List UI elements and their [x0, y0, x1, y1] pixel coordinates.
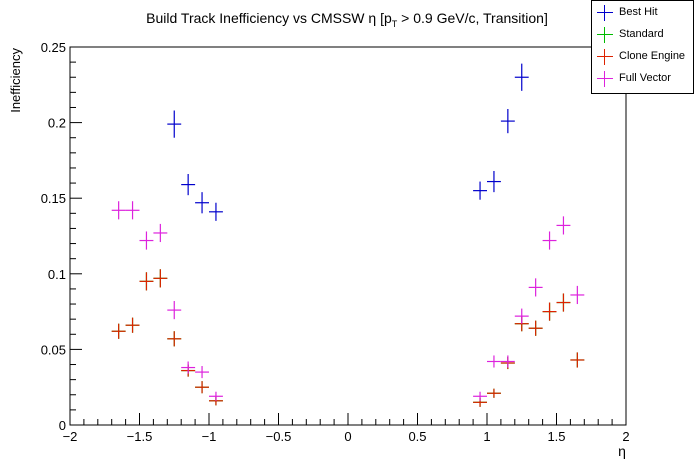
data-point [542, 231, 557, 250]
legend-marker [597, 71, 613, 87]
data-point [556, 293, 571, 312]
data-point [542, 302, 557, 321]
chart-title-subscript: T [392, 19, 398, 29]
data-point [195, 192, 209, 214]
data-point [528, 320, 543, 336]
data-point [195, 366, 209, 379]
legend-label: Clone Engine [619, 50, 686, 62]
data-point [514, 63, 529, 91]
data-point [111, 323, 126, 339]
data-point [181, 361, 196, 374]
legend-label: Best Hit [619, 6, 658, 18]
legend-entry: Full Vector [592, 69, 693, 89]
data-point [153, 269, 168, 288]
data-point [125, 201, 140, 220]
x-tick-label: −2 [63, 429, 78, 444]
data-point [556, 216, 571, 235]
x-tick-label: 0 [344, 429, 351, 444]
data-point [570, 285, 585, 305]
data-point [473, 181, 487, 200]
y-tick-label: 0.05 [41, 342, 66, 357]
legend: Best Hit Standard Clone Engine Full Vector [591, 0, 694, 94]
series-standard [111, 269, 585, 407]
x-tick-label: 0.5 [408, 429, 426, 444]
series-best-hit [167, 63, 529, 221]
x-axis-label: η [618, 443, 626, 459]
data-point [487, 355, 501, 368]
data-point [487, 170, 501, 193]
legend-marker [597, 49, 613, 65]
data-point [111, 201, 126, 220]
legend-marker [597, 27, 613, 43]
data-point [500, 108, 515, 134]
x-tick-label: 2 [622, 429, 629, 444]
y-tick-label: 0.15 [41, 191, 66, 206]
data-point [209, 202, 223, 221]
chart-title-rest: > 0.9 GeV/c, Transition] [397, 10, 548, 26]
plot-frame [69, 46, 627, 426]
series-full-vector [111, 201, 585, 401]
data-point [473, 391, 487, 401]
data-point [167, 301, 182, 320]
data-point [139, 231, 154, 250]
x-tick-label: 1.5 [547, 429, 565, 444]
data-point [167, 110, 182, 138]
x-tick-label: 1 [483, 429, 490, 444]
legend-label: Full Vector [619, 72, 671, 84]
legend-entry: Best Hit [592, 3, 693, 23]
chart-title-main: Build Track Inefficiency vs CMSSW η [p [146, 10, 392, 26]
legend-label: Standard [619, 28, 664, 40]
data-point [167, 331, 182, 347]
legend-entry: Standard [592, 25, 693, 45]
legend-entry: Clone Engine [592, 47, 693, 67]
y-axis: 0 0.05 0.1 0.15 0.2 0.25 [41, 40, 82, 433]
data-point [209, 391, 223, 401]
data-point [125, 317, 140, 333]
data-point [181, 174, 196, 196]
data-point [487, 388, 501, 398]
y-tick-label: 0.1 [48, 267, 66, 282]
data-point [528, 278, 543, 297]
x-tick-label: −1 [202, 429, 217, 444]
y-axis-label: Inefficiency [8, 48, 23, 113]
data-point [139, 272, 154, 291]
y-tick-label: 0 [59, 418, 66, 433]
x-tick-label: −1.5 [127, 429, 153, 444]
data-point [153, 223, 168, 243]
data-point [500, 355, 515, 368]
data-point [195, 381, 209, 394]
legend-marker [597, 5, 613, 21]
chart-title: Build Track Inefficiency vs CMSSW η [pT … [146, 10, 548, 29]
data-point [514, 308, 529, 324]
x-axis: −2 −1.5 −1 −0.5 0 0.5 1 1.5 2 [63, 413, 630, 444]
y-tick-label: 0.2 [48, 116, 66, 131]
x-tick-label: −0.5 [266, 429, 292, 444]
y-tick-label: 0.25 [41, 40, 66, 55]
series-clone-engine [111, 269, 585, 407]
series-layer [111, 63, 585, 407]
data-point [570, 352, 585, 368]
